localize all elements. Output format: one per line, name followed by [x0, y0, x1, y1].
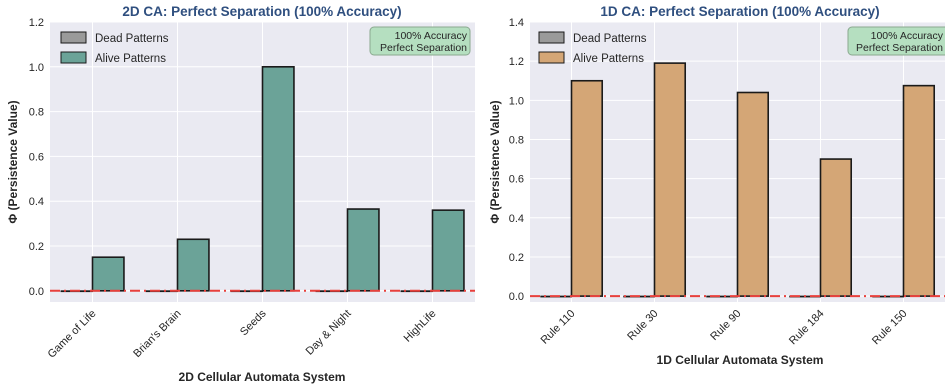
bar-alive-2d-1	[176, 238, 210, 292]
y-tick-label-2d-5: 1.0	[29, 62, 44, 74]
bar-alive-2d-4	[431, 209, 465, 292]
x-axis-label-2d: 2D Cellular Automata System	[179, 370, 346, 384]
y-tick-label-2d-4: 0.8	[29, 107, 44, 119]
legend-1d: Dead Patterns Alive Patterns	[538, 31, 647, 65]
y-tick-label-1d-7: 1.4	[509, 17, 524, 29]
xticks-2d: Game of Life Brian's Brain Seeds Day & Nigh…	[46, 307, 439, 360]
chart-1d: 0.0 0.2 0.4 0.6 0.8 1.0 1.2 1.4 Rule 110 Rule 30…	[488, 4, 945, 367]
yticks-1d: 0.0 0.2 0.4 0.6 0.8 1.0 1.2 1.4	[509, 17, 524, 303]
chart-2d: 0.0 0.2 0.4 0.6 0.8 1.0 1.2 Game of Life Brian'…	[6, 4, 475, 384]
legend-label-alive-1d: Alive Patterns	[573, 53, 644, 65]
x-axis-label-1d: 1D Cellular Automata System	[657, 353, 824, 367]
annotation-background-2d	[369, 26, 471, 56]
x-tick-label-2d-2: Seeds	[238, 307, 269, 338]
x-tick-label-1d-1: Rule 30	[625, 308, 660, 343]
bar-alive-2d-3	[346, 208, 380, 292]
y-axis-label-1d: Φ (Persistence Value)	[488, 100, 502, 223]
chart-title-2d: 2D CA: Perfect Separation (100% Accuracy…	[122, 4, 401, 19]
annotation-box-1d: 100% Accuracy Perfect Separation	[847, 26, 945, 56]
legend-label-dead-2d: Dead Patterns	[95, 33, 169, 45]
annotation-line-2-1d: Perfect Separation	[856, 42, 943, 54]
y-tick-label-2d-2: 0.4	[29, 196, 44, 208]
legend-swatch-alive-2d	[60, 51, 87, 64]
y-tick-label-1d-2: 0.4	[509, 213, 524, 225]
x-tick-label-2d-0: Game of Life	[46, 308, 99, 361]
yticks-2d: 0.0 0.2 0.4 0.6 0.8 1.0 1.2	[29, 17, 44, 298]
y-tick-label-2d-0: 0.0	[29, 286, 44, 298]
y-tick-label-1d-6: 1.2	[509, 56, 524, 68]
x-tick-label-2d-3: Day & Night	[304, 308, 354, 358]
x-tick-label-1d-3: Rule 184	[787, 308, 827, 348]
bar-alive-1d-2	[736, 91, 770, 297]
legend-swatch-dead-2d	[60, 31, 87, 44]
legend-label-dead-1d: Dead Patterns	[573, 33, 647, 45]
y-tick-label-1d-0: 0.0	[509, 291, 524, 303]
chart-title-1d: 1D CA: Perfect Separation (100% Accuracy…	[600, 4, 879, 19]
x-tick-label-2d-4: HighLife	[402, 308, 439, 345]
y-tick-label-2d-3: 0.6	[29, 151, 44, 163]
annotation-line-1-2d: 100% Accuracy	[395, 30, 468, 42]
bar-alive-1d-0	[570, 79, 604, 297]
bar-alive-2d-0	[91, 256, 125, 292]
bar-alive-1d-1	[653, 62, 687, 297]
y-tick-label-1d-4: 0.8	[509, 134, 524, 146]
bar-alive-2d-2	[261, 66, 295, 292]
y-tick-label-1d-3: 0.6	[509, 174, 524, 186]
y-tick-label-2d-6: 1.2	[29, 17, 44, 29]
xticks-1d: Rule 110 Rule 30 Rule 90 Rule 184 Rule 150	[539, 308, 910, 348]
annotation-box-2d: 100% Accuracy Perfect Separation	[369, 26, 471, 56]
bar-alive-1d-4	[902, 84, 936, 297]
bars-2d	[60, 66, 465, 293]
legend-swatch-dead-1d	[538, 31, 565, 44]
y-tick-label-2d-1: 0.2	[29, 241, 44, 253]
legend-2d: Dead Patterns Alive Patterns	[60, 31, 169, 65]
x-tick-label-1d-0: Rule 110	[539, 308, 578, 347]
y-axis-label-2d: Φ (Persistence Value)	[6, 100, 20, 223]
x-tick-label-1d-4: Rule 150	[870, 308, 910, 348]
bar-alive-1d-3	[819, 158, 853, 297]
annotation-line-2-2d: Perfect Separation	[380, 42, 467, 54]
y-tick-label-1d-5: 1.0	[509, 95, 524, 107]
annotation-line-1-1d: 100% Accuracy	[871, 30, 944, 42]
annotation-background-1d	[847, 26, 945, 56]
x-tick-label-1d-2: Rule 90	[708, 308, 743, 343]
legend-label-alive-2d: Alive Patterns	[95, 53, 166, 65]
y-tick-label-1d-1: 0.2	[509, 252, 524, 264]
legend-swatch-alive-1d	[538, 51, 565, 64]
x-tick-label-2d-1: Brian's Brain	[131, 308, 183, 360]
